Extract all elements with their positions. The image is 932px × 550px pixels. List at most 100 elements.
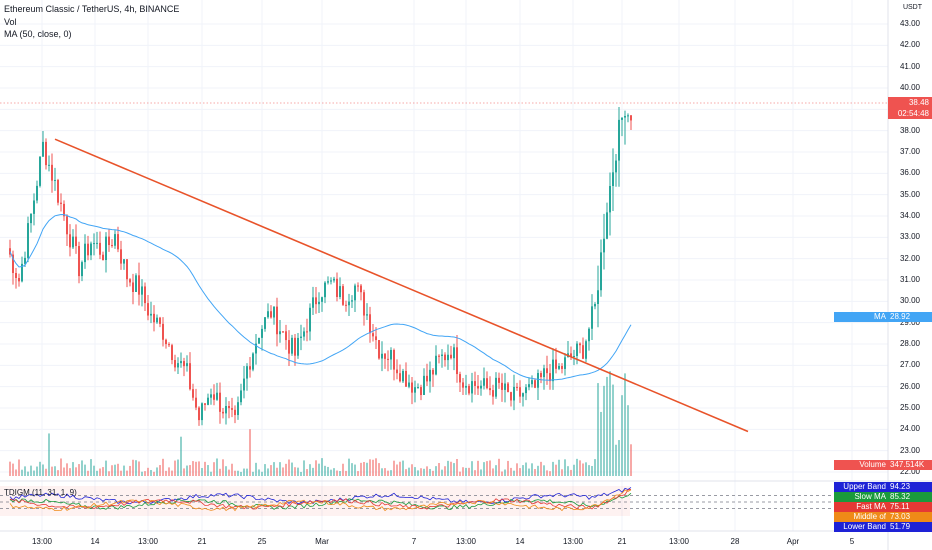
candle-body [552, 359, 554, 382]
volume-bar [84, 464, 86, 476]
candle-body [45, 141, 47, 166]
volume-bar [264, 464, 266, 476]
candle-body [81, 262, 83, 277]
volume-bar [354, 464, 356, 476]
candle-body [273, 306, 275, 318]
candle-body [447, 354, 449, 361]
candle-body [588, 328, 590, 342]
osc-tag-value: 85.32 [888, 492, 932, 502]
volume-bar [315, 460, 317, 476]
candle-body [18, 278, 20, 282]
osc-tag-value: 51.79 [888, 522, 932, 532]
time-tick: 21 [618, 537, 627, 546]
price-tick: 31.00 [899, 275, 921, 284]
candle-body [249, 366, 251, 370]
volume-bar [63, 467, 65, 476]
volume-bar [540, 461, 542, 476]
candle-body [285, 331, 287, 341]
candle-body [531, 380, 533, 385]
volume-bar [288, 459, 290, 476]
candle-body [177, 363, 179, 368]
candle-body [39, 156, 41, 186]
volume-bar [246, 468, 248, 476]
osc-tag-label: Upper Band [834, 482, 888, 492]
volume-bar [258, 469, 260, 476]
candle-body [219, 392, 221, 412]
volume-bar [339, 471, 341, 476]
candle-body [180, 361, 182, 364]
volume-bar [366, 462, 368, 476]
candle-body [258, 337, 260, 344]
candle-body [522, 393, 524, 397]
volume-bar [27, 471, 29, 476]
volume-bar [420, 468, 422, 476]
candle-body [609, 186, 611, 213]
volume-bar [57, 470, 59, 476]
candle-body [489, 388, 491, 391]
candle-body [135, 275, 137, 292]
candle-body [603, 238, 605, 253]
last-price-value: 38.48 [908, 98, 929, 107]
volume-bar [555, 464, 557, 476]
candle-body [459, 374, 461, 383]
volume-bar [378, 463, 380, 476]
candle-body [318, 301, 320, 305]
osc-tag-label: Slow MA [834, 492, 888, 502]
price-tick: 25.00 [899, 403, 921, 412]
price-tick: 37.00 [899, 147, 921, 156]
candle-body [306, 331, 308, 333]
candle-body [168, 344, 170, 346]
volume-bar [120, 470, 122, 476]
price-tick: 23.00 [899, 445, 921, 455]
volume-bar [444, 466, 446, 476]
candle-body [570, 353, 572, 357]
volume-bar [369, 459, 371, 476]
volume-bar [324, 465, 326, 476]
candle-body [234, 409, 236, 416]
candle-body [102, 254, 104, 261]
candle-body [396, 369, 398, 374]
candle-body [504, 383, 506, 390]
candle-body [519, 387, 521, 397]
volume-bar [498, 458, 500, 476]
time-tick: 13:00 [563, 537, 584, 546]
price-tick: 41.00 [899, 61, 921, 71]
volume-bar [465, 467, 467, 476]
volume-bar [147, 467, 149, 476]
candle-body [12, 254, 14, 274]
volume-bars [9, 371, 632, 476]
volume-bar [570, 469, 572, 476]
candle-body [465, 385, 467, 388]
volume-bar [447, 460, 449, 476]
volume-bar [156, 467, 158, 476]
price-tick: 29.00 [899, 317, 921, 327]
volume-bar [69, 468, 71, 476]
candle-body [123, 259, 125, 264]
volume-bar [102, 467, 104, 476]
volume-bar [483, 462, 485, 476]
candle-body [270, 311, 272, 318]
candle-body [564, 357, 566, 369]
candle-body [591, 306, 593, 329]
candle-body [540, 373, 542, 378]
candle-body [429, 369, 431, 382]
candle-body [30, 213, 32, 224]
candle-body [99, 242, 101, 255]
candle-body [42, 141, 44, 157]
candle-body [324, 282, 326, 298]
candle-body [147, 303, 149, 316]
candle-body [75, 236, 77, 247]
volume-bar [39, 461, 41, 476]
candle-body [33, 200, 35, 214]
osc-line [9, 488, 632, 510]
volume-bar [162, 458, 164, 476]
price-tick: 32.00 [899, 253, 921, 263]
candle-body [585, 341, 587, 359]
volume-bar [597, 383, 599, 476]
price-tick: 42.00 [899, 40, 921, 50]
candle-body [390, 349, 392, 360]
candle-body [150, 313, 152, 316]
candle-body [399, 373, 401, 382]
candle-body [222, 411, 224, 414]
